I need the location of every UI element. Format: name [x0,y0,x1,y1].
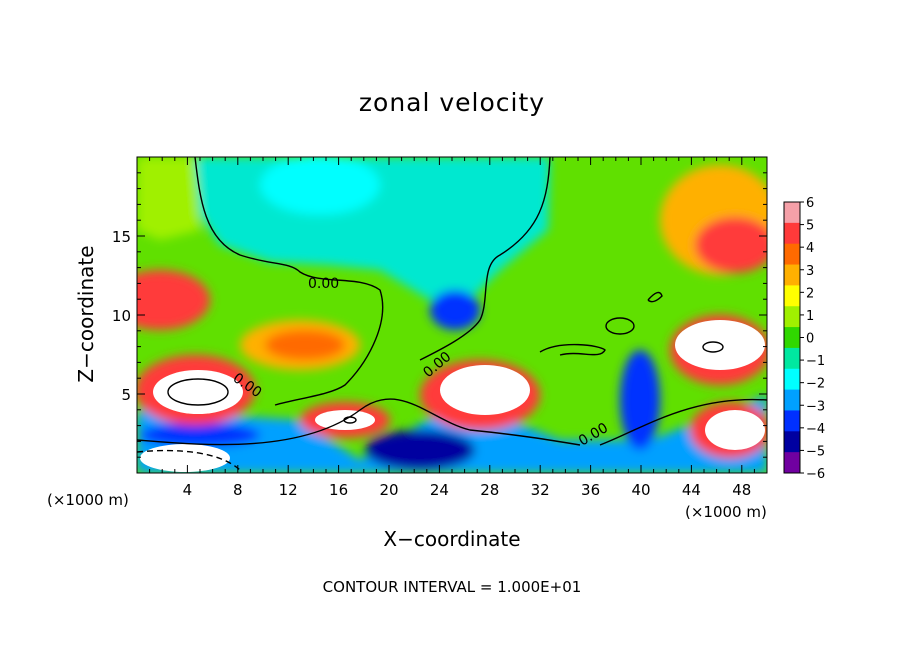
x-tick-label: 24 [430,481,449,499]
colorbar-swatch [784,389,800,411]
chart-title: zonal velocity [358,88,546,117]
x-tick-label: 48 [732,481,751,499]
colorbar-swatch [784,410,800,432]
colorbar-tick-label: −5 [806,444,825,459]
colorbar-swatch [784,243,800,266]
colorbar-swatch [784,285,800,307]
x-tick-label: 28 [480,481,499,499]
colorbar-swatch [784,431,800,453]
colorbar-swatch [784,368,800,391]
colorbar-tick-label: −4 [806,422,825,437]
x-tick-label: 12 [279,481,298,499]
x-tick-label: 8 [233,481,243,499]
contour-lines [137,157,767,471]
colorbar-tick-label: −3 [806,399,825,414]
colorbar: 6 5 4 3 2 1 0 −1 −2 −3 −4 −5 −6 [783,196,825,482]
colorbar-tick-label: −1 [806,354,825,369]
colorbar-swatch [784,264,800,286]
colorbar-swatch [784,306,800,328]
colorbar-swatch [784,222,800,245]
x-unit-label: (×1000 m) [685,503,767,521]
colorbar-tick-label: 2 [806,286,814,301]
colorbar-tick-label: 0 [806,332,814,347]
x-axis-label: X−coordinate [383,527,521,551]
colorbar-swatch [784,202,800,224]
x-unit-label: (×1000 m) [47,491,129,509]
colorbar-swatch [784,327,800,349]
contour-interval-note: CONTOUR INTERVAL = 1.000E+01 [322,578,582,596]
colorbar-swatch [784,452,800,474]
x-tick-label: 44 [682,481,701,499]
y-tick-label: 10 [112,307,131,325]
x-tick-label: 36 [581,481,600,499]
colorbar-tick-label: 4 [806,241,814,256]
colorbar-tick-label: −6 [806,467,825,482]
colorbar-tick-label: 1 [806,309,814,324]
y-tick-label: 15 [112,228,131,246]
x-tick-label: 40 [631,481,650,499]
colorbar-tick-label: 6 [806,196,814,211]
x-tick-label: 4 [183,481,193,499]
x-tick-label: 16 [329,481,348,499]
colorbar-swatch [784,347,800,370]
colorbar-tick-label: −2 [806,377,825,392]
y-tick-label: 5 [121,386,131,404]
colorbar-tick-label: 5 [806,219,814,234]
y-axis-label: Z−coordinate [74,245,98,383]
colorbar-tick-label: 3 [806,264,814,279]
contour-label: 0.00 [308,276,339,292]
heatmap-field: 0.00 0.00 0.00 0.00 [137,157,767,473]
y-axis: 5 10 15 [112,172,767,458]
x-axis: 4 8 12 16 20 24 28 32 36 40 44 48 [149,157,755,499]
x-tick-label: 32 [531,481,550,499]
x-tick-label: 20 [379,481,398,499]
